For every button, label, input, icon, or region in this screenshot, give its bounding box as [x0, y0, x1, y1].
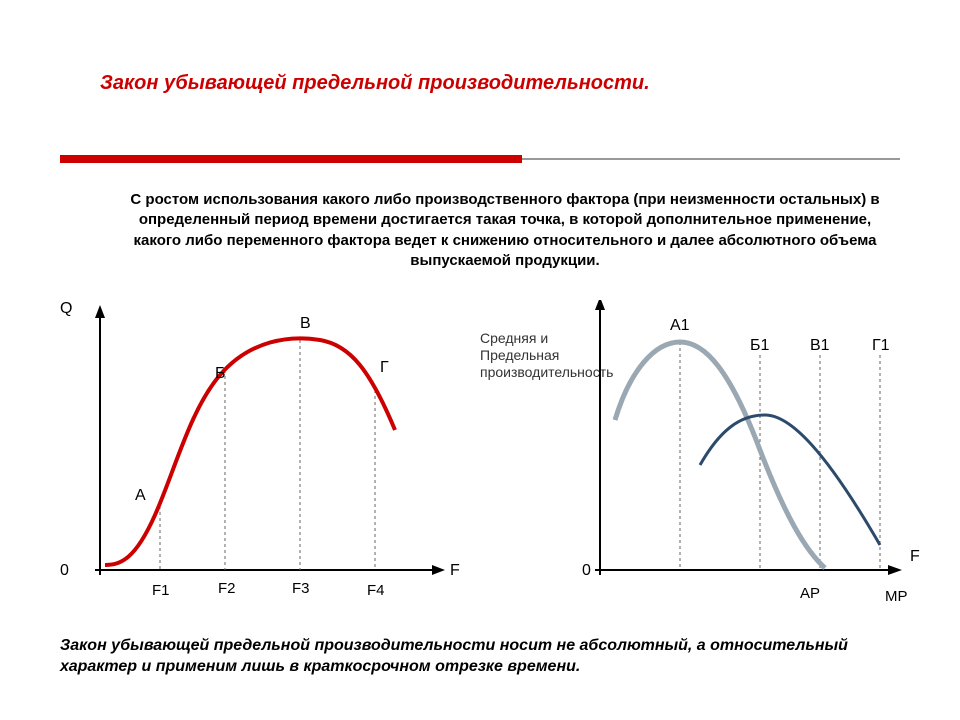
svg-text:Г1: Г1 [872, 337, 890, 354]
mp-label: MP [885, 588, 908, 605]
svg-text:F2: F2 [218, 580, 236, 597]
charts-container: А Б В Г F1 F2 F3 F4 Q 0 F Средняя и Пред… [60, 300, 910, 610]
left-x-label: F [450, 562, 460, 580]
ap-curve [615, 342, 825, 568]
divider [60, 150, 900, 168]
svg-text:В1: В1 [810, 337, 830, 354]
svg-text:F4: F4 [367, 582, 385, 599]
svg-text:F3: F3 [292, 580, 310, 597]
svg-text:А1: А1 [670, 317, 690, 334]
q-curve [105, 338, 395, 565]
right-origin: 0 [582, 562, 591, 580]
ap-label: AP [800, 585, 820, 602]
left-y-label: Q [60, 300, 72, 318]
svg-text:В: В [300, 315, 311, 332]
right-x-label: F [910, 548, 920, 566]
svg-text:А: А [135, 487, 146, 504]
right-chart: А1 Б1 В1 Г1 [580, 300, 920, 610]
left-origin: 0 [60, 562, 69, 580]
mp-curve [700, 415, 880, 545]
footnote-text: Закон убывающей предельной производитель… [60, 635, 900, 678]
page-title: Закон убывающей предельной производитель… [100, 72, 900, 95]
subtitle-text: С ростом использования какого либо произ… [120, 190, 890, 271]
svg-text:F1: F1 [152, 582, 170, 599]
svg-text:Б1: Б1 [750, 337, 770, 354]
left-chart: А Б В Г F1 F2 F3 F4 [60, 300, 460, 610]
productivity-label: Средняя и Предельная производительность [480, 330, 590, 380]
svg-text:Б: Б [215, 365, 226, 382]
svg-text:Г: Г [380, 359, 389, 376]
